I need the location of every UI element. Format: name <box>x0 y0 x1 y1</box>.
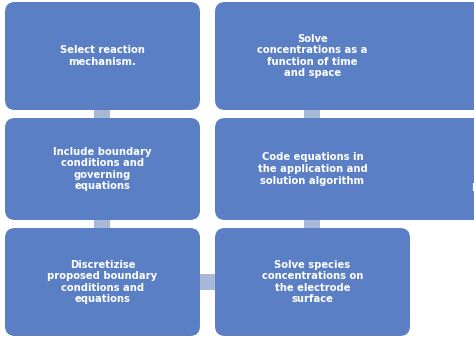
Text: Solve
concentrations as a
function of time
and space: Solve concentrations as a function of ti… <box>257 34 368 78</box>
FancyBboxPatch shape <box>215 2 410 110</box>
Text: Solve species
concentrations on
the electrode
surface: Solve species concentrations on the elec… <box>262 260 363 304</box>
FancyBboxPatch shape <box>5 228 200 336</box>
Text: Code equations in
the application and
solution algorithm: Code equations in the application and so… <box>258 153 367 186</box>
Bar <box>304 110 320 118</box>
Text: Include boundary
conditions and
governing
equations: Include boundary conditions and governin… <box>53 147 152 192</box>
Text: Select reaction
mechanism.: Select reaction mechanism. <box>60 45 145 67</box>
FancyBboxPatch shape <box>5 2 200 110</box>
FancyBboxPatch shape <box>385 118 474 220</box>
FancyBboxPatch shape <box>215 228 410 336</box>
Text: Pr
r
c
prof: Pr r c prof <box>471 147 474 192</box>
Bar <box>385 48 410 64</box>
Text: Discretizise
proposed boundary
conditions and
equations: Discretizise proposed boundary condition… <box>47 260 157 304</box>
FancyBboxPatch shape <box>5 118 200 220</box>
Bar <box>304 220 320 228</box>
Bar <box>94 220 110 228</box>
FancyBboxPatch shape <box>385 2 474 110</box>
Bar <box>94 110 110 118</box>
FancyBboxPatch shape <box>215 118 410 220</box>
Bar <box>200 274 215 290</box>
